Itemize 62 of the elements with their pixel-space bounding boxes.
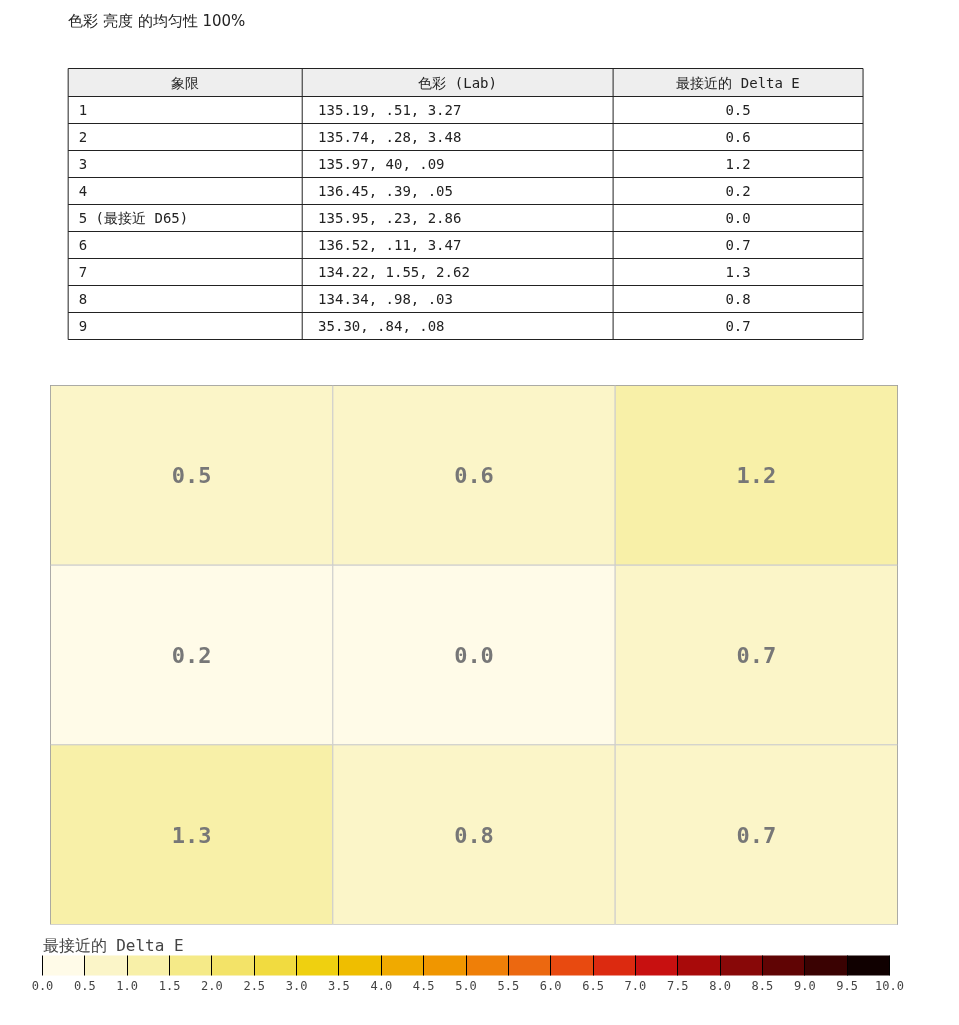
text: 134.22, 1.55, 2.62	[318, 264, 470, 280]
text: 9	[78, 318, 88, 334]
color-bar-label: 9.0	[793, 978, 816, 993]
text: 0.8	[725, 291, 751, 307]
color-bar-label: 2.0	[201, 978, 223, 993]
color-bar-label: 1.0	[116, 978, 139, 993]
color-bar-label: 7.5	[666, 978, 689, 993]
color-bar-label: 0.0	[31, 978, 54, 993]
color-bar-label: 5.5	[497, 978, 520, 993]
text: 6	[78, 237, 88, 253]
text: 4	[78, 183, 88, 199]
text: 135.95, .23, 2.86	[318, 210, 462, 226]
data-label: 0.7	[736, 643, 777, 668]
text: 1.2	[725, 156, 751, 172]
color-bar-label: 2.5	[243, 978, 266, 993]
color-bar-label: 1.5	[158, 978, 181, 993]
data-label: 0.8	[454, 822, 494, 848]
text: 色彩 (Lab)	[418, 74, 497, 91]
data-label: 1.3	[171, 822, 212, 848]
text: 象限	[171, 74, 200, 91]
color-bar-label: 0.5	[74, 978, 96, 993]
text: 135.19, .51, 3.27	[318, 102, 462, 118]
color-bar-label: 8.5	[751, 978, 774, 993]
text: 0.6	[725, 129, 751, 145]
text: 35.30, .84, .08	[318, 318, 445, 334]
color-bar-label: 7.0	[624, 978, 647, 993]
data-label: 0.7	[736, 822, 777, 848]
text: 1.3	[725, 264, 751, 280]
color-bar-label: 9.5	[836, 978, 858, 993]
text: 0.7	[725, 237, 751, 253]
text: 0.7	[725, 318, 751, 334]
text: 5 (最接近 D65)	[78, 210, 189, 226]
text: 8	[78, 291, 88, 307]
color-bar-label: 4.5	[412, 978, 435, 993]
data-label: 1.2	[736, 463, 777, 489]
text: 134.34, .98, .03	[318, 291, 453, 307]
data-label: 0.2	[171, 643, 212, 668]
text: 0.0	[725, 210, 751, 226]
text: 0.5	[725, 102, 751, 118]
data-label: 0.0	[454, 643, 494, 668]
text: 0.2	[725, 183, 751, 199]
color-bar-label: 6.0	[539, 978, 562, 993]
text: 1	[78, 102, 88, 118]
text: 7	[78, 264, 88, 280]
data-label: 0.5	[171, 463, 212, 489]
text: 135.97, 40, .09	[318, 156, 445, 172]
text: 2	[78, 129, 88, 145]
text: 最接近的 Delta E	[676, 74, 800, 91]
color-bar-label: 3.5	[328, 978, 350, 993]
color-bar-label: 5.0	[455, 978, 477, 993]
text: 135.74, .28, 3.48	[318, 129, 462, 145]
color-bar-title: 最接近的 Delta E	[42, 935, 184, 955]
text: 136.45, .39, .05	[318, 183, 453, 199]
text: 色彩 亮度 的均匀性 100%	[68, 11, 246, 30]
text: 3	[78, 156, 88, 172]
color-bar-label: 4.0	[370, 978, 393, 993]
text: 136.52, .11, 3.47	[318, 237, 462, 253]
color-bar-label: 10.0	[875, 978, 904, 993]
data-label: 0.6	[454, 463, 494, 489]
color-bar-label: 8.0	[709, 978, 731, 993]
color-bar-label: 6.5	[582, 978, 604, 993]
color-bar-label: 3.0	[285, 978, 308, 993]
